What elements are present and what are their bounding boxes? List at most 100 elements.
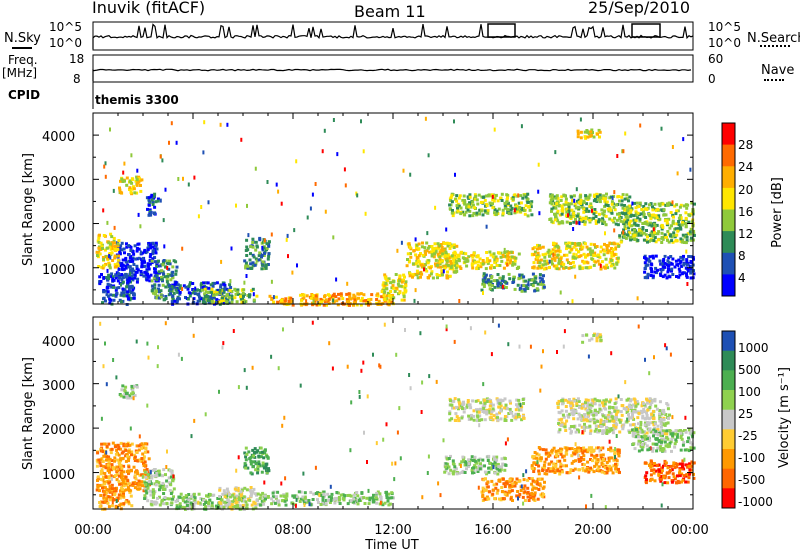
velocity-cell: [569, 406, 573, 410]
power-cell: [465, 206, 468, 210]
power-cell: [652, 213, 656, 217]
velocity-cell: [224, 491, 228, 495]
power-cell: [497, 251, 500, 255]
velocity-cell: [583, 449, 587, 453]
velocity-cell: [523, 484, 527, 488]
velocity-cell: [582, 458, 586, 461]
velocity-cell: [122, 502, 126, 506]
velocity-cell: [492, 455, 496, 459]
power-cell: [164, 295, 168, 298]
velocity-cell: [498, 479, 502, 483]
velocity-cell: [447, 457, 451, 460]
velocity-cell: [115, 448, 119, 452]
velocity-cell: [121, 494, 125, 498]
power-cell: [599, 196, 603, 200]
velocity-cell: [99, 464, 103, 468]
power-cell: [475, 213, 479, 217]
velocity-cell: [607, 447, 611, 451]
power-cell: [284, 297, 288, 301]
power-cell: [634, 219, 638, 223]
power-cell: [403, 290, 407, 294]
power-sparse-cell: [671, 145, 674, 149]
power-cell: [571, 198, 575, 202]
velocity-cell: [482, 406, 486, 410]
power-cell: [552, 256, 556, 260]
power-cell: [573, 202, 577, 206]
power-cell: [126, 290, 130, 294]
power-cell: [109, 293, 113, 297]
power-cell: [649, 202, 653, 206]
velocity-cell: [247, 450, 251, 454]
power-cell: [599, 250, 603, 254]
velocity-cell: [375, 501, 379, 505]
power-cell: [451, 209, 454, 212]
power-cell: [107, 241, 111, 245]
power-cell: [491, 198, 495, 202]
power-cell: [113, 241, 116, 245]
power-cell: [447, 256, 451, 260]
power-cell: [228, 283, 232, 287]
velocity-cell: [343, 494, 347, 498]
power-cell: [398, 291, 402, 295]
power-cell: [389, 290, 393, 293]
velocity-cell: [251, 465, 255, 469]
velocity-cell: [485, 495, 489, 499]
power-sparse-cell: [364, 211, 367, 216]
power-cell: [244, 266, 248, 270]
power-cell: [166, 273, 170, 276]
power-cell: [526, 214, 530, 218]
power-cell: [613, 208, 617, 212]
velocity-cell: [467, 458, 471, 462]
velocity-cell: [162, 492, 166, 495]
power-cell: [129, 268, 133, 272]
power-cell: [417, 247, 421, 251]
power-cell: [491, 255, 495, 259]
power-cell: [496, 284, 500, 288]
power-cell: [689, 255, 693, 259]
velocity-cell: [330, 492, 334, 496]
power-cell: [415, 243, 419, 247]
power-cell: [665, 221, 669, 225]
power-cell: [125, 260, 128, 264]
velocity-cell: [146, 486, 150, 490]
velocity-cell: [132, 465, 136, 469]
power-cell: [173, 282, 177, 286]
power-cell: [120, 278, 124, 281]
velocity-cell: [519, 489, 523, 492]
velocity-cell: [544, 457, 548, 461]
power-cell: [455, 194, 459, 198]
power-sparse-cell: [164, 187, 167, 192]
power-sparse-cell: [323, 128, 326, 133]
power-cell: [509, 250, 513, 254]
velocity-cell: [589, 458, 592, 461]
power-sparse-cell: [139, 224, 142, 229]
velocity-cell: [541, 469, 545, 472]
velocity-cell: [514, 408, 518, 412]
power-cell: [674, 259, 678, 263]
velocity-cell: [387, 492, 391, 496]
velocity-cell: [144, 489, 148, 493]
velocity-cell: [461, 407, 464, 411]
power-sparse-cell: [332, 118, 335, 122]
power-cell: [592, 263, 596, 267]
velocity-cell: [535, 456, 539, 460]
power-cell: [383, 273, 387, 277]
velocity-cell: [225, 487, 229, 491]
velocity-cell: [652, 423, 656, 427]
power-sparse-cell: [503, 247, 506, 252]
velocity-cell: [304, 498, 308, 502]
power-cell: [438, 262, 442, 266]
power-cell: [553, 253, 557, 257]
power-sparse-cell: [293, 228, 296, 233]
velocity-cell: [145, 491, 149, 495]
power-cell: [647, 239, 651, 243]
power-cell: [602, 194, 606, 198]
power-cell: [549, 250, 553, 254]
power-cell: [597, 262, 601, 266]
velocity-cell: [538, 477, 542, 481]
velocity-cell: [495, 491, 499, 495]
velocity-cell: [127, 487, 131, 491]
velocity-cell: [116, 469, 120, 473]
velocity-cell: [356, 502, 360, 506]
power-cell: [481, 262, 485, 266]
